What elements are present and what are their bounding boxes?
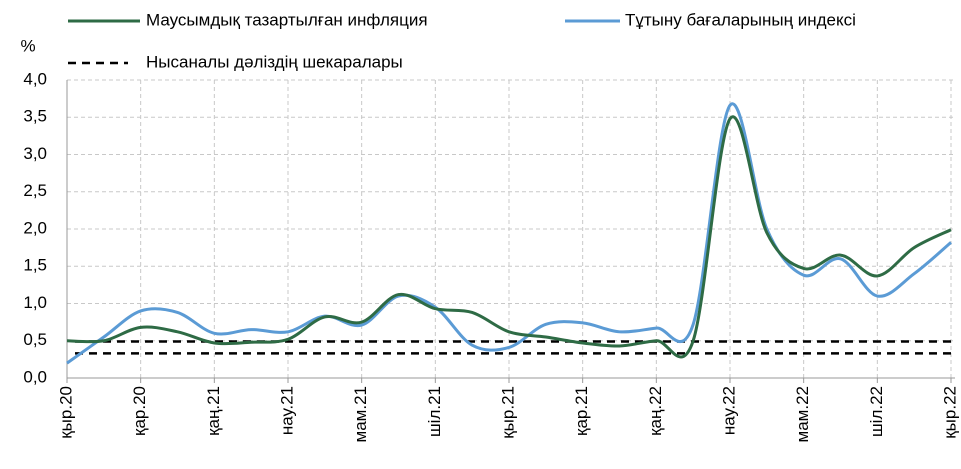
x-tick-label: нау.21 [277,386,296,435]
series-line [66,115,952,359]
y-tick-label: 3,5 [23,107,47,126]
x-tick-label: қаң.22 [646,386,665,436]
series-line [66,102,952,365]
y-tick-label: 1,5 [23,256,47,275]
y-tick-label: 2,0 [23,218,47,237]
y-tick-label: 1,0 [23,293,47,312]
x-tick-label: қар.20 [130,386,149,436]
x-tick-label: шіл.21 [425,386,444,437]
y-tick-label: 4,0 [23,69,47,88]
x-tick-label: мам.21 [351,386,370,442]
x-tick-label: нау.22 [719,386,738,435]
y-tick-label: 0,0 [23,367,47,386]
x-tick-label: қыр.22 [940,386,959,439]
legend-label: Маусымдық тазартылған инфляция [146,10,428,29]
legend-label: Нысаналы дәліздің шекаралары [146,52,403,71]
y-tick-label: 0,5 [23,330,47,349]
x-tick-label: қар.21 [572,386,591,436]
x-tick-label: қыр.20 [56,386,75,439]
legend-label: Тұтыну бағаларының индексі [625,10,856,29]
y-axis-label: % [20,36,35,55]
x-tick-label: шіл.22 [867,386,886,437]
y-tick-label: 3,0 [23,144,47,163]
x-tick-label: мам.22 [793,386,812,442]
x-tick-label: қаң.21 [204,386,223,436]
y-tick-label: 2,5 [23,181,47,200]
x-tick-label: қыр.21 [498,386,517,439]
